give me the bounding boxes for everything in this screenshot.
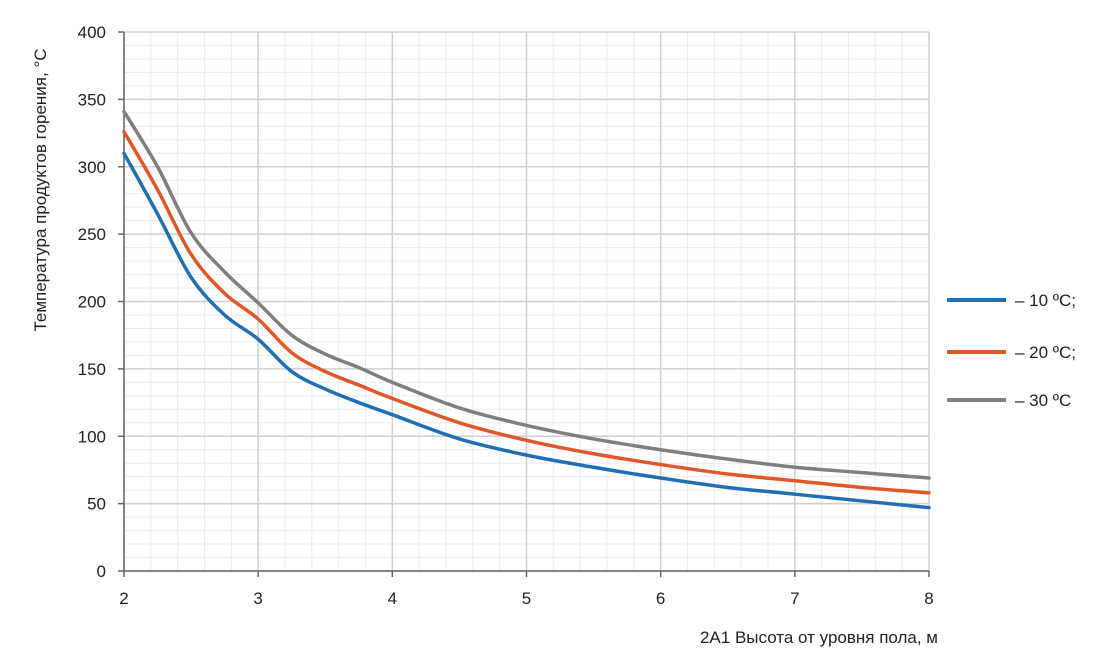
x-tick-label: 7 bbox=[790, 589, 799, 608]
legend-label-2: – 20 ºС; bbox=[1015, 343, 1076, 362]
x-tick-label: 4 bbox=[388, 589, 397, 608]
legend-label-1: – 10 ºС; bbox=[1015, 291, 1076, 310]
x-tick-label: 2 bbox=[119, 589, 128, 608]
x-tick-labels: 2 3 4 5 6 7 8 bbox=[119, 589, 933, 608]
y-tick-label: 150 bbox=[78, 360, 106, 379]
y-tick-label: 300 bbox=[78, 158, 106, 177]
y-tick-label: 250 bbox=[78, 225, 106, 244]
x-tick-label: 8 bbox=[924, 589, 933, 608]
x-tick-label: 5 bbox=[522, 589, 531, 608]
y-tick-label: 350 bbox=[78, 90, 106, 109]
series-line-1 bbox=[122, 151, 931, 510]
y-axis-title: Температура продуктов горения, °С bbox=[31, 48, 50, 331]
axes bbox=[118, 31, 930, 577]
y-tick-label: 50 bbox=[87, 495, 106, 514]
y-tick-label: 100 bbox=[78, 427, 106, 446]
legend: – 10 ºС; – 20 ºС; – 30 ºС bbox=[947, 291, 1076, 410]
y-tick-label: 0 bbox=[97, 562, 106, 581]
y-tick-label: 200 bbox=[78, 293, 106, 312]
series-line-2 bbox=[122, 129, 931, 495]
x-tick-label: 3 bbox=[253, 589, 262, 608]
series-line-3 bbox=[122, 109, 931, 480]
series-layer bbox=[122, 109, 931, 510]
x-tick-label: 6 bbox=[656, 589, 665, 608]
x-axis-title: 2А1 Высота от уровня пола, м bbox=[700, 628, 938, 647]
y-tick-label: 400 bbox=[78, 23, 106, 42]
y-tick-labels: 0 50 100 150 200 250 300 350 400 bbox=[78, 23, 106, 581]
legend-label-3: – 30 ºС bbox=[1015, 391, 1071, 410]
